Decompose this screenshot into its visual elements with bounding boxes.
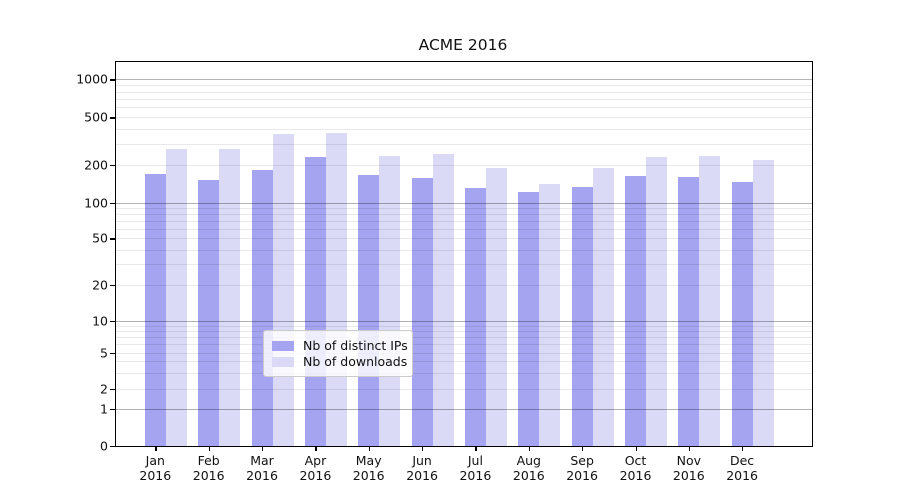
- y-tick-label-5: 5: [100, 345, 108, 360]
- y-tick-label-1000: 1000: [76, 71, 108, 87]
- bar-downloads-aug: [539, 183, 561, 446]
- x-tick-label-may: May 2016: [352, 453, 385, 483]
- x-tick-aug: [528, 446, 531, 451]
- y-tick-10: [110, 320, 116, 323]
- bar-downloads-apr: [325, 132, 347, 446]
- bar-downloads-oct: [645, 157, 667, 446]
- y-tick-label-1: 1: [100, 401, 108, 417]
- y-tick-200: [110, 164, 116, 166]
- legend-swatch-distinct-ips: [272, 340, 294, 351]
- y-tick-label-0: 0: [100, 438, 108, 454]
- bar-ips-dec: [731, 182, 753, 446]
- gridline-700: [116, 98, 812, 100]
- gridline-1000: [116, 79, 812, 81]
- x-tick-label-jan: Jan 2016: [139, 453, 172, 483]
- bar-downloads-jun: [432, 153, 454, 446]
- x-tick-nov: [688, 446, 691, 451]
- bar-downloads-jul: [485, 168, 507, 446]
- x-tick-label-jul: Jul 2016: [459, 453, 492, 483]
- y-tick-1000: [110, 79, 116, 81]
- y-tick-20: [110, 284, 116, 287]
- x-tick-jul: [475, 446, 477, 451]
- x-tick-label-nov: Nov 2016: [672, 453, 705, 483]
- y-tick-label-20: 20: [92, 277, 108, 293]
- gridline-900: [116, 85, 812, 87]
- gridline-800: [116, 91, 812, 93]
- chart-title: ACME 2016: [418, 36, 508, 54]
- gridline-400: [116, 128, 812, 130]
- y-tick-500: [110, 117, 116, 119]
- y-tick-label-200: 200: [84, 157, 108, 173]
- bar-downloads-may: [379, 156, 401, 446]
- x-tick-oct: [635, 446, 637, 451]
- gridline-300: [116, 143, 812, 145]
- y-tick-50: [110, 238, 116, 240]
- bar-ips-jul: [464, 187, 486, 446]
- bar-ips-oct: [624, 175, 646, 446]
- gridline-600: [116, 107, 812, 109]
- bar-downloads-mar: [272, 133, 294, 446]
- legend: Nb of distinct IPs Nb of downloads: [263, 330, 413, 377]
- bar-ips-apr: [304, 157, 326, 446]
- legend-swatch-downloads: [272, 356, 294, 367]
- x-tick-apr: [315, 446, 317, 451]
- x-tick-jun: [422, 446, 424, 451]
- bar-ips-jan: [144, 173, 166, 446]
- bar-ips-sep: [571, 187, 593, 446]
- x-tick-feb: [208, 446, 210, 451]
- legend-label: Nb of downloads: [303, 354, 408, 369]
- x-tick-label-mar: Mar 2016: [246, 453, 278, 483]
- x-tick-sep: [582, 446, 584, 451]
- bar-ips-mar: [251, 170, 273, 446]
- x-tick-label-apr: Apr 2016: [299, 453, 332, 483]
- y-tick-100: [110, 202, 116, 204]
- x-tick-label-dec: Dec 2016: [726, 453, 758, 483]
- legend-label: Nb of distinct IPs: [303, 338, 408, 353]
- bar-ips-may: [358, 174, 380, 446]
- y-tick-label-10: 10: [92, 313, 108, 329]
- y-tick-2: [110, 389, 116, 391]
- y-tick-label-2: 2: [100, 381, 108, 397]
- x-tick-jan: [155, 446, 157, 451]
- y-tick-label-100: 100: [84, 195, 108, 211]
- bar-downloads-sep: [592, 168, 614, 446]
- bar-downloads-jan: [165, 149, 187, 446]
- x-tick-label-oct: Oct 2016: [619, 453, 652, 483]
- x-tick-label-feb: Feb 2016: [192, 453, 225, 483]
- legend-item-downloads: Nb of downloads: [272, 354, 408, 369]
- gridline-500: [116, 117, 812, 119]
- y-tick-5: [110, 352, 116, 354]
- bar-ips-jun: [411, 178, 433, 446]
- y-tick-label-50: 50: [92, 230, 108, 246]
- x-tick-label-jun: Jun 2016: [406, 453, 438, 483]
- bar-ips-aug: [518, 192, 540, 446]
- plot-area: 0 1 2 5 10 20 50 100 200 500 1000 Jan 2016 Feb 2016 Mar…: [76, 61, 813, 483]
- bar-downloads-nov: [699, 156, 721, 446]
- legend-item-distinct-ips: Nb of distinct IPs: [272, 338, 408, 353]
- bar-ips-feb: [198, 179, 220, 446]
- x-tick-dec: [742, 446, 744, 451]
- bar-downloads-feb: [219, 149, 241, 446]
- bar-ips-nov: [678, 177, 700, 446]
- x-tick-mar: [262, 446, 264, 451]
- y-tick-0: [110, 446, 116, 448]
- y-tick-label-500: 500: [84, 109, 108, 125]
- x-tick-may: [368, 446, 370, 451]
- x-tick-label-sep: Sep 2016: [566, 453, 598, 483]
- x-tick-label-aug: Aug 2016: [512, 453, 545, 483]
- bar-downloads-dec: [752, 160, 774, 446]
- y-tick-1: [110, 408, 116, 411]
